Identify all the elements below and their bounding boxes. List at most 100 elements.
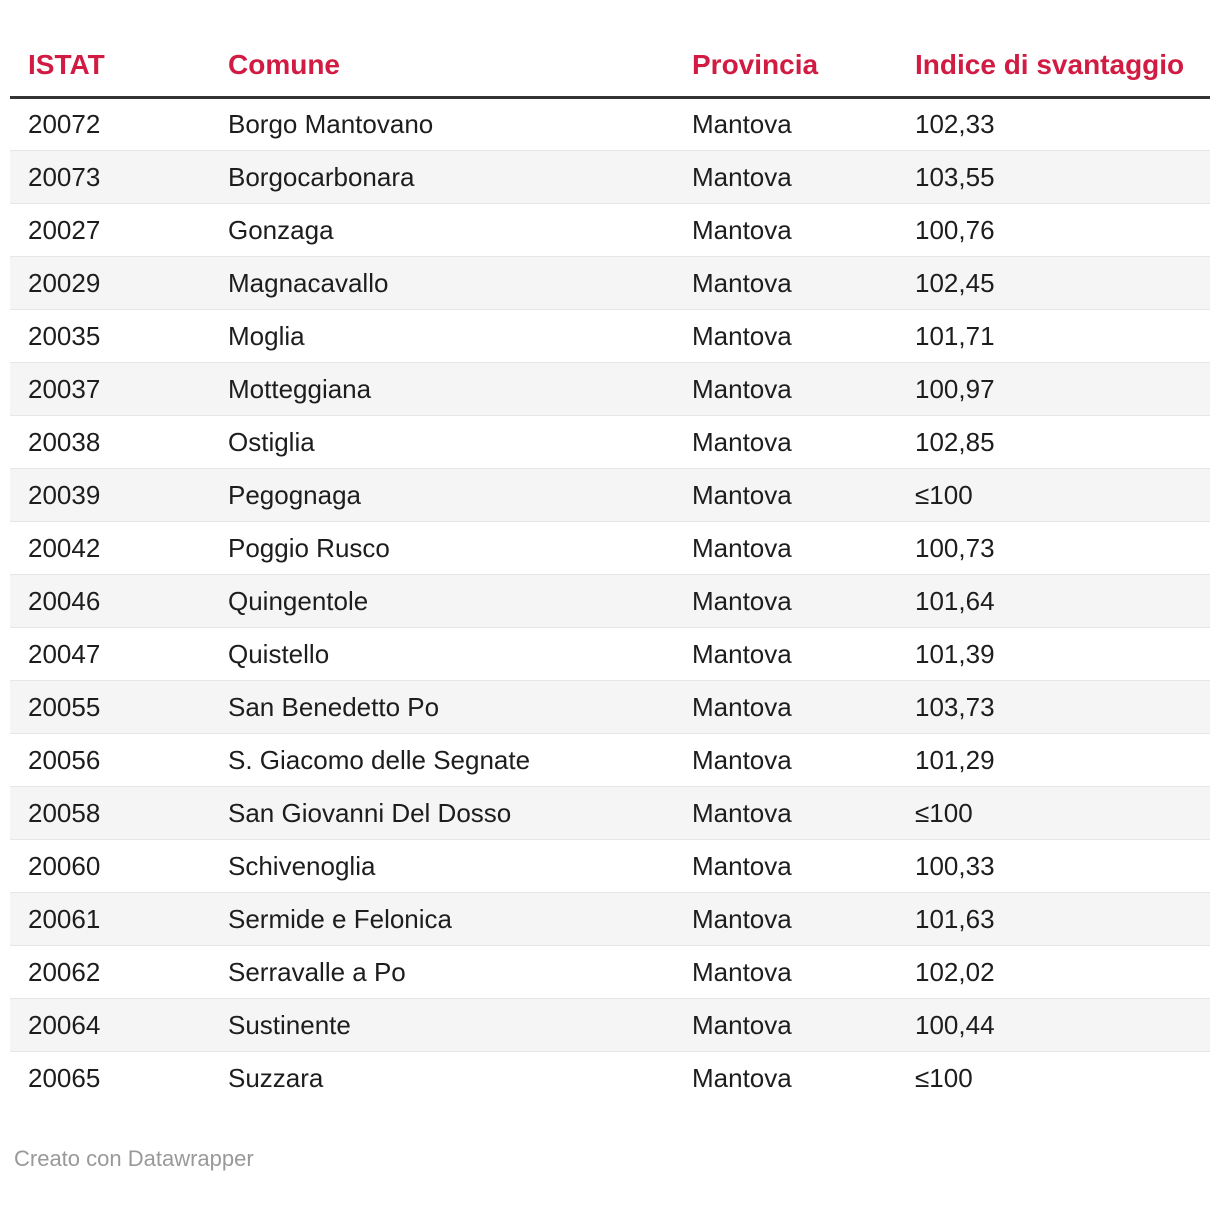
cell-indice-di-svantaggio: 100,97: [915, 373, 995, 404]
datawrapper-table-widget: ISTAT Comune Provincia Indice di svantag…: [10, 0, 1210, 1173]
cell-provincia: Mantova: [692, 479, 792, 510]
cell-istat: 20060: [28, 850, 101, 881]
cell-comune: S. Giacomo delle Segnate: [228, 744, 531, 775]
cell-indice-di-svantaggio: ≤100: [915, 479, 973, 510]
cell-provincia: Mantova: [692, 638, 792, 669]
cell-indice-di-svantaggio: 102,45: [915, 267, 995, 298]
table-row: 20065 Suzzara Mantova ≤100: [10, 1051, 1210, 1105]
cell-indice-di-svantaggio: 101,39: [915, 638, 995, 669]
cell-istat: 20037: [28, 373, 101, 404]
cell-comune: Ostiglia: [228, 426, 315, 457]
cell-comune: San Giovanni Del Dosso: [228, 797, 512, 828]
table-row: 20073 Borgocarbonara Mantova 103,55: [10, 150, 1210, 204]
cell-indice-di-svantaggio: 100,44: [915, 1009, 995, 1040]
cell-comune: Borgocarbonara: [228, 161, 415, 192]
datawrapper-credit-link[interactable]: Creato con Datawrapper: [14, 1145, 254, 1171]
cell-istat: 20039: [28, 479, 101, 510]
cell-istat: 20062: [28, 956, 101, 987]
cell-istat: 20061: [28, 903, 101, 934]
cell-provincia: Mantova: [692, 373, 792, 404]
cell-comune: Moglia: [228, 320, 305, 351]
cell-istat: 20058: [28, 797, 101, 828]
cell-istat: 20055: [28, 691, 101, 722]
cell-comune: Gonzaga: [228, 214, 334, 245]
table-row: 20060 Schivenoglia Mantova 100,33: [10, 839, 1210, 893]
cell-indice-di-svantaggio: 100,76: [915, 214, 995, 245]
cell-comune: Suzzara: [228, 1062, 324, 1093]
cell-comune: Borgo Mantovano: [228, 109, 434, 139]
table-row: 20046 Quingentole Mantova 101,64: [10, 574, 1210, 628]
cell-indice-di-svantaggio: 103,55: [915, 161, 995, 192]
cell-indice-di-svantaggio: 101,29: [915, 744, 995, 775]
table-row: 20035 Moglia Mantova 101,71: [10, 309, 1210, 363]
cell-istat: 20046: [28, 585, 101, 616]
cell-istat: 20047: [28, 638, 101, 669]
column-header-istat: ISTAT: [10, 28, 210, 99]
cell-provincia: Mantova: [692, 1062, 792, 1093]
cell-istat: 20073: [28, 161, 101, 192]
cell-comune: Quingentole: [228, 585, 369, 616]
table-row: 20062 Serravalle a Po Mantova 102,02: [10, 945, 1210, 999]
cell-comune: Magnacavallo: [228, 267, 389, 298]
cell-provincia: Mantova: [692, 426, 792, 457]
table-row: 20029 Magnacavallo Mantova 102,45: [10, 256, 1210, 310]
data-table: ISTAT Comune Provincia Indice di svantag…: [10, 28, 1210, 1105]
cell-comune: Schivenoglia: [228, 850, 376, 881]
cell-istat: 20064: [28, 1009, 101, 1040]
cell-provincia: Mantova: [692, 850, 792, 881]
table-row: 20064 Sustinente Mantova 100,44: [10, 998, 1210, 1052]
cell-comune: Pegognaga: [228, 479, 362, 510]
table-row: 20037 Motteggiana Mantova 100,97: [10, 362, 1210, 416]
table-row: 20042 Poggio Rusco Mantova 100,73: [10, 521, 1210, 575]
cell-indice-di-svantaggio: ≤100: [915, 1062, 973, 1093]
cell-istat: 20029: [28, 267, 101, 298]
cell-istat: 20072: [28, 109, 101, 139]
cell-istat: 20056: [28, 744, 101, 775]
table-row: 20072 Borgo Mantovano Mantova 102,33: [10, 97, 1210, 151]
table-row: 20038 Ostiglia Mantova 102,85: [10, 415, 1210, 469]
cell-provincia: Mantova: [692, 691, 792, 722]
table-row: 20047 Quistello Mantova 101,39: [10, 627, 1210, 681]
footer-credit: Creato con Datawrapper: [14, 1145, 1210, 1173]
cell-provincia: Mantova: [692, 797, 792, 828]
cell-istat: 20038: [28, 426, 101, 457]
cell-provincia: Mantova: [692, 585, 792, 616]
table-row: 20061 Sermide e Felonica Mantova 101,63: [10, 892, 1210, 946]
cell-indice-di-svantaggio: 103,73: [915, 691, 995, 722]
cell-comune: Motteggiana: [228, 373, 372, 404]
cell-comune: Sustinente: [228, 1009, 351, 1040]
cell-provincia: Mantova: [692, 267, 792, 298]
cell-indice-di-svantaggio: 101,64: [915, 585, 995, 616]
cell-indice-di-svantaggio: 102,02: [915, 956, 995, 987]
table-row: 20055 San Benedetto Po Mantova 103,73: [10, 680, 1210, 734]
cell-provincia: Mantova: [692, 903, 792, 934]
cell-comune: Quistello: [228, 638, 330, 669]
cell-indice-di-svantaggio: 100,33: [915, 850, 995, 881]
cell-indice-di-svantaggio: 100,73: [915, 532, 995, 563]
column-header-provincia: Provincia: [674, 28, 897, 99]
cell-provincia: Mantova: [692, 320, 792, 351]
column-header-comune: Comune: [210, 28, 674, 99]
cell-comune: Sermide e Felonica: [228, 903, 452, 934]
cell-provincia: Mantova: [692, 1009, 792, 1040]
table-row: 20058 San Giovanni Del Dosso Mantova ≤100: [10, 786, 1210, 840]
cell-provincia: Mantova: [692, 161, 792, 192]
cell-provincia: Mantova: [692, 532, 792, 563]
header-row: ISTAT Comune Provincia Indice di svantag…: [10, 28, 1210, 99]
cell-provincia: Mantova: [692, 956, 792, 987]
cell-indice-di-svantaggio: 101,71: [915, 320, 995, 351]
cell-indice-di-svantaggio: 102,33: [915, 109, 995, 139]
cell-indice-di-svantaggio: 102,85: [915, 426, 995, 457]
table-row: 20039 Pegognaga Mantova ≤100: [10, 468, 1210, 522]
table-row: 20056 S. Giacomo delle Segnate Mantova 101,…: [10, 733, 1210, 787]
cell-provincia: Mantova: [692, 744, 792, 775]
column-header-indice-di-svantaggio: Indice di svantaggio: [897, 28, 1210, 99]
cell-istat: 20065: [28, 1062, 101, 1093]
cell-indice-di-svantaggio: 101,63: [915, 903, 995, 934]
cell-istat: 20027: [28, 214, 101, 245]
cell-istat: 20035: [28, 320, 101, 351]
table-row: 20027 Gonzaga Mantova 100,76: [10, 203, 1210, 257]
cell-provincia: Mantova: [692, 214, 792, 245]
cell-provincia: Mantova: [692, 109, 792, 139]
cell-istat: 20042: [28, 532, 101, 563]
